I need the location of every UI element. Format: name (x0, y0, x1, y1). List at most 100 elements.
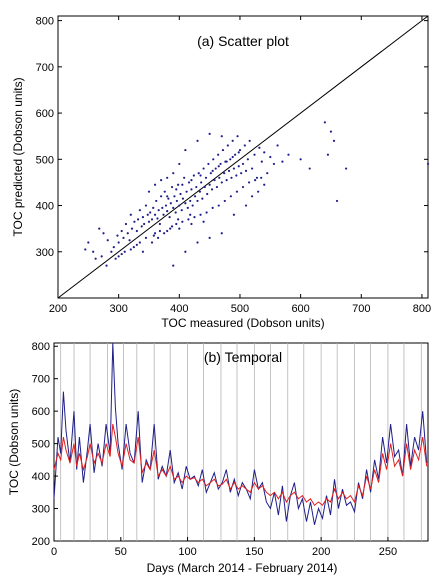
scatter-point (198, 190, 202, 193)
scatter-point (130, 227, 134, 230)
scatter-point (212, 158, 215, 161)
scatter-point (105, 264, 108, 267)
temporal-series-predicted-line (53, 424, 428, 507)
scatter-point (152, 234, 155, 237)
scatter-point (332, 139, 336, 142)
scatter-point (207, 162, 210, 166)
scatter-point (248, 139, 251, 142)
scatter-point (166, 229, 169, 233)
scatter-point (250, 167, 254, 170)
scatter-point (184, 250, 187, 253)
scatter-point (217, 165, 220, 168)
scatter-point (157, 209, 160, 212)
scatter-point (257, 190, 260, 193)
scatter-point (225, 179, 228, 182)
temporal-title: (b) Temporal (204, 349, 282, 365)
identity-line (57, 15, 429, 299)
scatter-point (114, 257, 117, 260)
temporal-lines (53, 342, 428, 525)
scatter-point (92, 250, 95, 253)
scatter-point (169, 202, 172, 205)
scatter-point (160, 179, 163, 182)
scatter-point (345, 167, 348, 170)
scatter-point (201, 197, 204, 200)
scatter-point (141, 250, 145, 253)
scatter-point (147, 220, 151, 223)
scatter-point (230, 176, 233, 179)
temporal-y-tick-label: 800 (32, 341, 50, 353)
scatter-point (244, 204, 248, 207)
scatter-point (158, 229, 162, 233)
scatter-point (170, 225, 174, 228)
scatter-point (235, 174, 238, 177)
scatter-point (287, 153, 290, 156)
scatter-point (193, 195, 197, 198)
scatter-point (226, 144, 229, 147)
scatter-point (141, 215, 145, 219)
scatter-point (181, 220, 184, 223)
scatter-point (266, 172, 269, 175)
scatter-point (219, 162, 222, 166)
scatter-point (161, 206, 164, 209)
scatter-point (196, 139, 199, 142)
scatter-point (185, 190, 188, 193)
scatter-point (326, 153, 330, 156)
scatter-point (260, 176, 263, 179)
scatter-point (123, 250, 126, 253)
scatter-point (184, 202, 187, 205)
scatter-point (128, 239, 131, 242)
scatter-point (217, 153, 220, 156)
scatter-point (140, 225, 143, 228)
scatter-point (153, 183, 157, 186)
scatter-point (175, 222, 178, 226)
scatter-point (232, 213, 236, 216)
scatter-point (209, 172, 212, 175)
scatter-point (135, 243, 138, 246)
scatter-point (175, 199, 178, 203)
scatter-point (206, 192, 209, 196)
scatter-point (167, 197, 170, 200)
scatter-point (120, 252, 123, 256)
scatter-point (166, 209, 169, 213)
scatter-point (175, 188, 178, 191)
scatter-point (213, 179, 216, 182)
scatter-point (223, 199, 226, 203)
scatter-point (126, 232, 129, 235)
scatter-point (231, 155, 234, 159)
temporal-x-tick-label: 250 (379, 546, 397, 558)
scatter-point (150, 241, 154, 244)
scatter-point (155, 199, 158, 203)
scatter-point (208, 183, 211, 186)
scatter-point (220, 181, 223, 184)
scatter-point (204, 176, 208, 179)
scatter-point (172, 206, 175, 209)
scatter-point (184, 148, 187, 152)
scatter-point (214, 167, 217, 170)
scatter-point (84, 248, 87, 251)
scatter-point (208, 236, 211, 240)
scatter-point (229, 195, 232, 198)
temporal-y-label: TOC (Dobson units) (7, 389, 21, 495)
scatter-point (102, 232, 105, 235)
scatter-point (178, 227, 181, 230)
scatter-point (241, 162, 245, 166)
scatter-point (190, 188, 193, 191)
scatter-point (208, 132, 211, 135)
scatter-point (169, 227, 172, 230)
temporal-y-tick-label: 300 (32, 504, 50, 516)
scatter-point (195, 185, 198, 189)
scatter-point (129, 248, 132, 251)
scatter-point (269, 155, 272, 159)
scatter-y-ticks: 300 400 500 600 700 800 (36, 16, 428, 259)
scatter-y-tick-label: 400 (36, 201, 54, 213)
scatter-point (189, 199, 192, 203)
scatter-point (227, 169, 231, 172)
scatter-point (276, 144, 279, 147)
scatter-point (186, 206, 189, 209)
temporal-x-tick-label: 200 (312, 546, 330, 558)
scatter-point (122, 236, 125, 240)
scatter-point (183, 176, 186, 179)
scatter-point (281, 160, 284, 163)
scatter-x-tick-label: 500 (231, 303, 249, 315)
